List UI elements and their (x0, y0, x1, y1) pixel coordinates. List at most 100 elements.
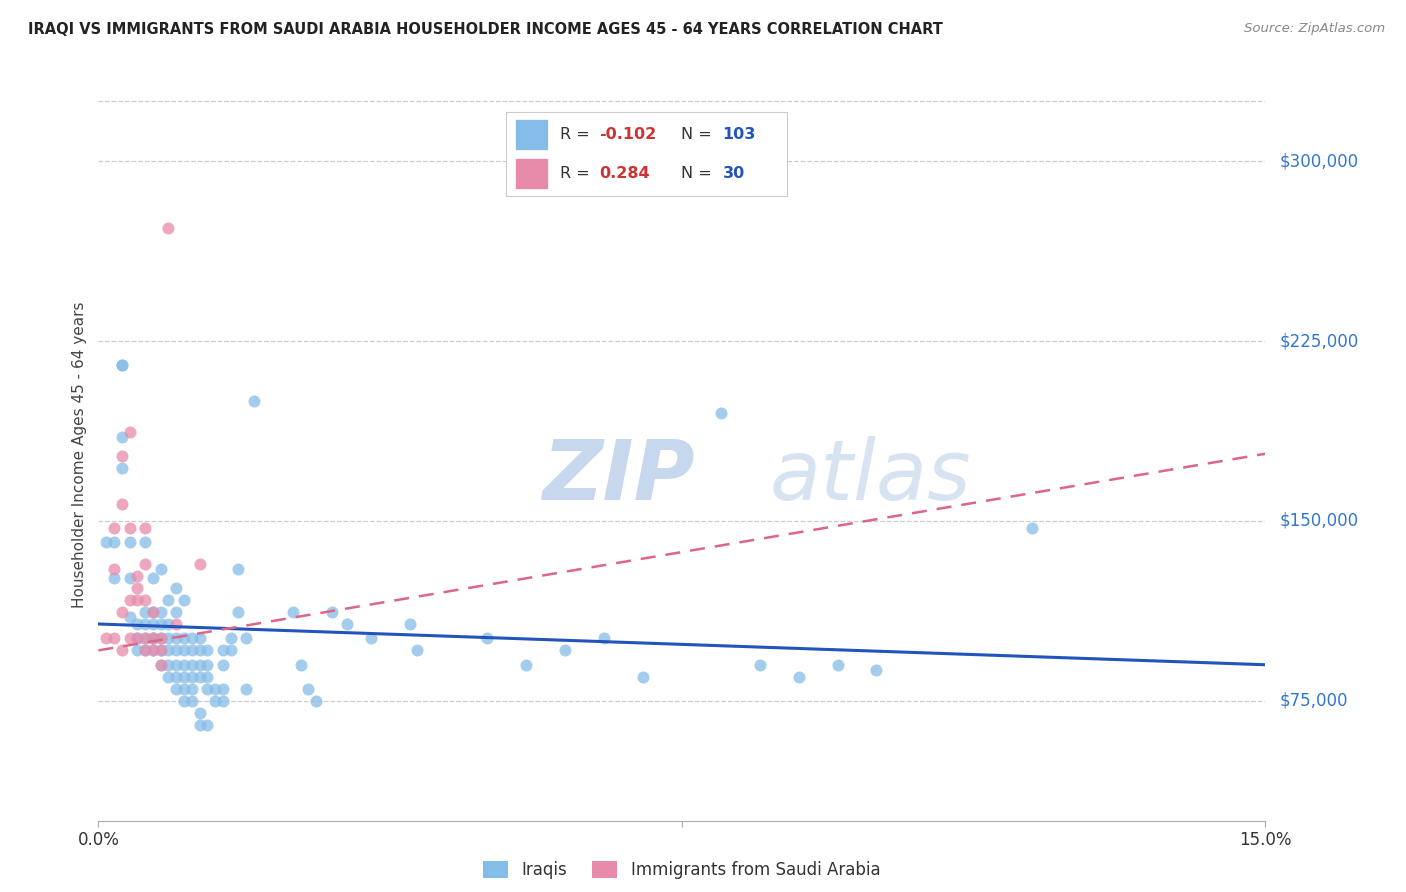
Point (195, 643, 218, 657)
Point (180, 694, 202, 708)
Point (165, 657, 187, 672)
Point (96, 632, 118, 646)
Point (827, 657, 849, 672)
Point (103, 571, 125, 585)
Point (149, 617, 172, 632)
Point (165, 632, 187, 646)
Text: IRAQI VS IMMIGRANTS FROM SAUDI ARABIA HOUSEHOLDER INCOME AGES 45 - 64 YEARS CORR: IRAQI VS IMMIGRANTS FROM SAUDI ARABIA HO… (28, 22, 943, 37)
Point (134, 521, 156, 535)
Point (235, 632, 257, 646)
Point (173, 670, 195, 684)
Point (173, 593, 195, 607)
Point (149, 632, 172, 646)
Point (593, 632, 616, 646)
Point (111, 358, 134, 372)
Point (165, 643, 187, 657)
Text: 103: 103 (723, 127, 756, 142)
Point (631, 670, 654, 684)
Point (157, 657, 180, 672)
Point (111, 358, 134, 372)
Point (290, 657, 312, 672)
Point (180, 681, 202, 696)
Point (134, 643, 156, 657)
Text: N =: N = (681, 166, 717, 181)
Point (127, 617, 149, 632)
Point (195, 670, 218, 684)
Point (204, 694, 226, 708)
Text: R =: R = (560, 166, 595, 181)
Point (134, 632, 156, 646)
Point (127, 593, 149, 607)
Point (173, 632, 195, 646)
Point (134, 557, 156, 571)
Point (142, 643, 165, 657)
Point (1021, 521, 1043, 535)
Text: R =: R = (560, 127, 595, 142)
Point (195, 681, 218, 696)
Point (787, 670, 810, 684)
Point (321, 605, 343, 619)
Point (142, 617, 165, 632)
Point (212, 643, 235, 657)
Point (127, 632, 149, 646)
Point (173, 681, 195, 696)
Point (173, 643, 195, 657)
Point (165, 670, 187, 684)
Point (111, 497, 134, 511)
Point (173, 694, 195, 708)
Point (212, 694, 235, 708)
Point (157, 593, 180, 607)
Point (165, 605, 187, 619)
Point (103, 562, 125, 576)
Point (212, 657, 235, 672)
Point (111, 461, 134, 475)
Point (281, 605, 304, 619)
Point (118, 571, 141, 585)
Point (118, 535, 141, 549)
Point (103, 535, 125, 549)
Point (297, 681, 319, 696)
Text: -0.102: -0.102 (599, 127, 657, 142)
Point (134, 617, 156, 632)
Point (219, 643, 242, 657)
Text: ZIP: ZIP (541, 436, 695, 517)
Point (235, 681, 257, 696)
Point (188, 670, 211, 684)
Point (111, 643, 134, 657)
Point (212, 681, 235, 696)
Point (157, 632, 180, 646)
Point (228, 605, 250, 619)
Point (180, 657, 202, 672)
Point (180, 643, 202, 657)
Point (149, 605, 172, 619)
Point (360, 632, 382, 646)
Point (180, 670, 202, 684)
Point (710, 406, 733, 420)
Point (228, 562, 250, 576)
Point (149, 657, 172, 672)
Point (149, 657, 172, 672)
Text: $300,000: $300,000 (1279, 153, 1358, 170)
Point (118, 593, 141, 607)
Point (157, 617, 180, 632)
Point (127, 632, 149, 646)
Point (165, 617, 187, 632)
Point (195, 657, 218, 672)
Point (134, 593, 156, 607)
Point (157, 643, 180, 657)
Point (103, 521, 125, 535)
Point (188, 706, 211, 720)
Point (188, 557, 211, 571)
Point (165, 581, 187, 595)
Point (127, 581, 149, 595)
Point (865, 663, 887, 677)
Point (188, 632, 211, 646)
Point (515, 657, 537, 672)
Point (134, 632, 156, 646)
Point (554, 643, 576, 657)
Point (118, 425, 141, 439)
Point (118, 632, 141, 646)
Point (149, 632, 172, 646)
Point (149, 562, 172, 576)
Point (134, 535, 156, 549)
